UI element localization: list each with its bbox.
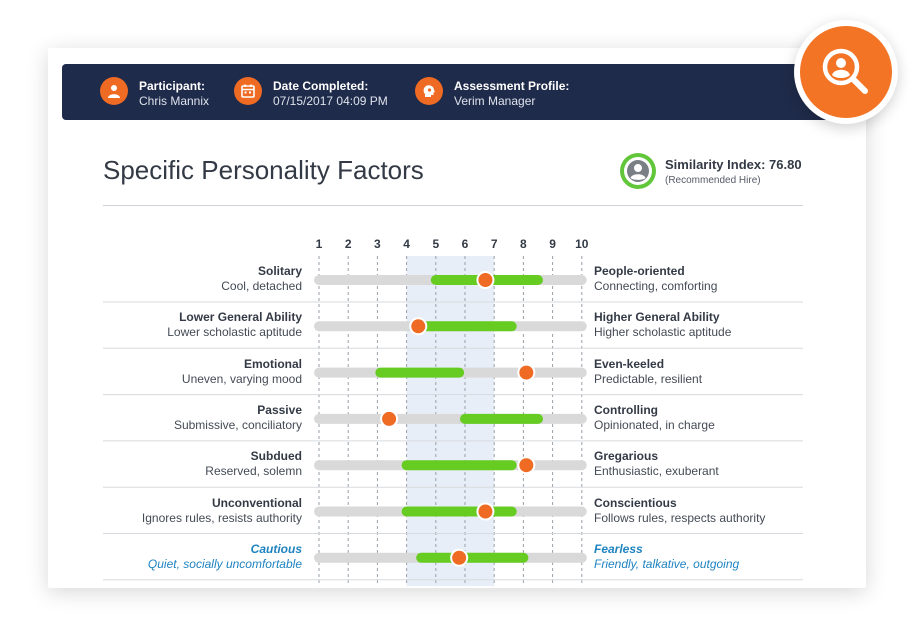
factor-left-label: Emotional Uneven, varying mood	[58, 357, 302, 387]
factor-right-title: Fearless	[594, 541, 643, 556]
participant-label: Participant:	[139, 79, 206, 93]
factor-right-description: Follows rules, respects authority	[594, 510, 766, 525]
factor-left-description: Reserved, solemn	[205, 464, 302, 479]
factor-score-dot	[409, 317, 428, 336]
similarity-avatar-icon	[620, 153, 656, 189]
factor-left-label: Passive Submissive, conciliatory	[58, 403, 302, 433]
scale-tick-label: 1	[316, 237, 323, 251]
factor-right-label: Gregarious Enthusiastic, exuberant	[594, 449, 814, 479]
factor-left-label: Subdued Reserved, solemn	[58, 449, 302, 479]
factor-left-label: Unconventional Ignores rules, resists aut…	[58, 496, 302, 526]
factor-right-title: People-oriented	[594, 264, 685, 278]
personality-factor-chart: 1 2 3 4 5 6 7 8 9 10	[103, 237, 803, 587]
factor-score-dot	[450, 548, 469, 567]
factor-score-dot	[476, 502, 495, 521]
scale-tick-label: 3	[374, 237, 381, 251]
factor-right-label: Fearless Friendly, talkative, outgoing	[594, 542, 814, 572]
scale-tick-label: 2	[345, 237, 352, 251]
scale-tick-label: 6	[462, 237, 469, 251]
factor-left-label: Cautious Quiet, socially uncomfortable	[58, 542, 302, 572]
person-icon	[100, 77, 128, 105]
factor-left-title: Passive	[257, 402, 302, 417]
factor-right-title: Conscientious	[594, 495, 677, 510]
factor-left-title: Lower General Ability	[179, 310, 302, 325]
scale-tick-label: 4	[403, 237, 410, 251]
similarity-recommendation: (Recommended Hire)	[665, 175, 761, 186]
factor-right-description: Predictable, resilient	[594, 371, 703, 386]
search-person-icon	[800, 26, 892, 118]
participant-header: Participant: Chris Mannix Date Completed…	[62, 64, 862, 120]
factor-right-description: Connecting, comforting	[594, 279, 718, 293]
factor-right-label: Higher General Ability Higher scholastic …	[594, 310, 814, 340]
factor-right-label: Controlling Opinionated, in charge	[594, 403, 814, 433]
factor-left-title: Solitary	[257, 264, 302, 278]
factor-right-label: Even-keeled Predictable, resilient	[594, 357, 814, 387]
factor-left-description: Submissive, conciliatory	[173, 417, 302, 432]
factor-right-description: Higher scholastic aptitude	[594, 325, 732, 340]
scale-tick-label: 5	[432, 237, 439, 251]
participant-name: Chris Mannix	[139, 94, 210, 108]
factor-left-title: Unconventional	[211, 495, 302, 510]
factor-right-title: Even-keeled	[594, 356, 665, 371]
factor-right-title: Controlling	[594, 402, 658, 417]
factor-score-dot	[517, 456, 536, 475]
factor-right-title: Gregarious	[594, 449, 659, 464]
profile-label: Assessment Profile:	[454, 79, 570, 93]
scale-tick-label: 9	[549, 237, 556, 251]
calendar-icon	[234, 77, 262, 105]
scale-tick-label: 10	[575, 237, 589, 251]
factor-left-description: Cool, detached	[221, 279, 302, 293]
factor-right-label: Conscientious Follows rules, respects aut…	[594, 496, 814, 526]
factor-left-label: Solitary Cool, detached	[58, 264, 302, 294]
similarity-index: Similarity Index: 76.80	[665, 157, 802, 172]
head-profile-icon	[415, 77, 443, 105]
profile-value: Verim Manager	[454, 94, 536, 108]
factor-right-description: Friendly, talkative, outgoing	[594, 556, 740, 571]
search-badge	[794, 20, 898, 124]
factor-right-description: Enthusiastic, exuberant	[594, 464, 719, 479]
report-card: Participant: Chris Mannix Date Completed…	[48, 48, 866, 588]
scale-tick-label: 8	[520, 237, 527, 251]
page-title: Specific Personality Factors	[103, 155, 424, 185]
factor-score-dot	[517, 363, 536, 382]
factor-left-title: Cautious	[250, 541, 302, 556]
factor-left-title: Subdued	[250, 449, 302, 464]
factor-score-dot	[476, 271, 495, 289]
factor-left-description: Uneven, varying mood	[181, 371, 302, 386]
factor-left-description: Ignores rules, resists authority	[141, 510, 302, 525]
factor-left-description: Lower scholastic aptitude	[167, 325, 302, 340]
factor-left-description: Quiet, socially uncomfortable	[147, 556, 302, 571]
date-label: Date Completed:	[273, 79, 369, 93]
factor-score-dot	[380, 409, 399, 428]
factor-right-description: Opinionated, in charge	[594, 417, 715, 432]
factor-right-label: People-oriented Connecting, comforting	[594, 264, 814, 294]
factor-left-label: Lower General Ability Lower scholastic ap…	[58, 310, 302, 340]
factor-left-title: Emotional	[243, 356, 302, 371]
factor-right-title: Higher General Ability	[594, 310, 720, 325]
title-divider	[103, 205, 803, 206]
scale-tick-label: 7	[491, 237, 498, 251]
date-value: 07/15/2017 04:09 PM	[273, 94, 388, 108]
